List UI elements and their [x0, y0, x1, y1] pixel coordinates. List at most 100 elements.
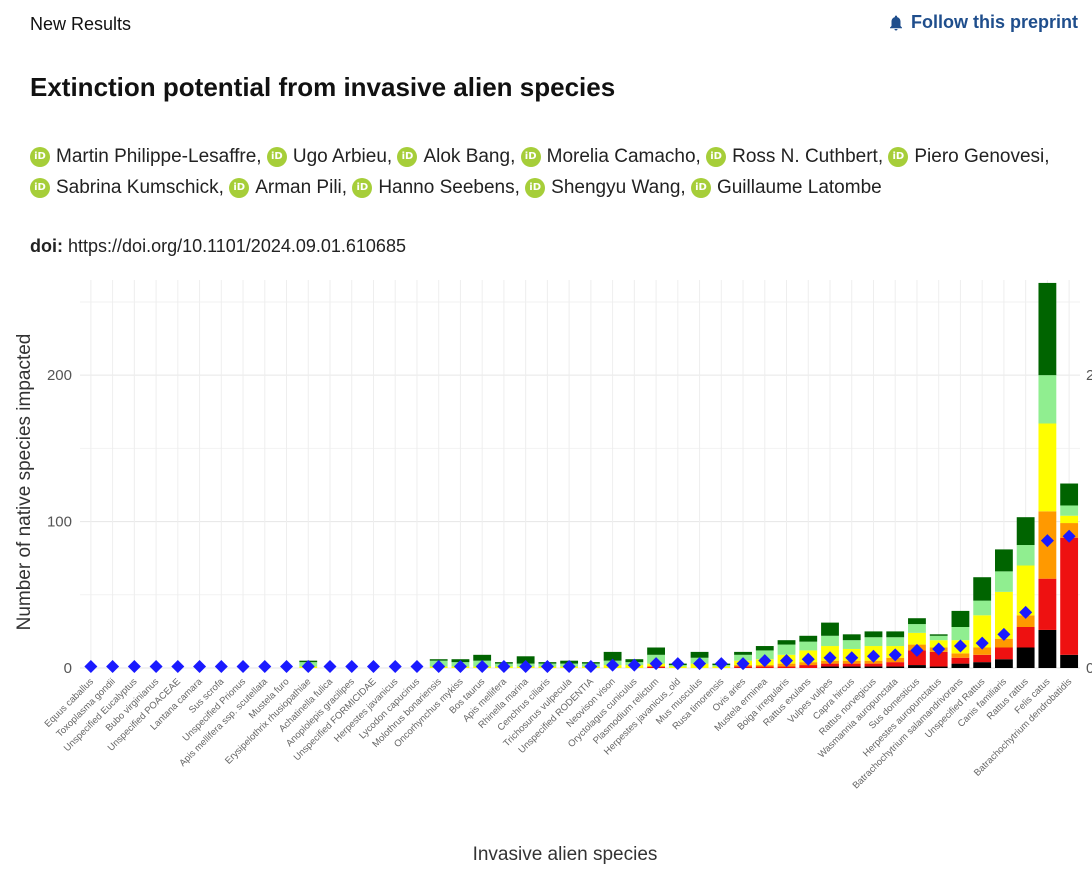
orcid-icon[interactable]: iD: [229, 178, 250, 198]
author-item[interactable]: iD Morelia Camacho,: [520, 143, 701, 171]
orcid-icon[interactable]: iD: [525, 178, 546, 198]
diamond-marker: [997, 627, 1011, 641]
bar-segment: [929, 666, 948, 668]
diamond-marker: [475, 660, 489, 674]
follow-preprint-button[interactable]: Follow this preprint: [887, 12, 1078, 33]
bar-segment: [755, 666, 774, 668]
bar-segment: [864, 637, 883, 647]
orcid-icon[interactable]: iD: [690, 178, 711, 198]
diamond-marker: [497, 660, 511, 674]
author-name: Hanno Seebens,: [378, 177, 520, 198]
diamond-marker: [1040, 534, 1054, 548]
author-name: Guillaume Latombe: [716, 177, 882, 198]
diamond-marker: [649, 657, 663, 671]
bar-segment: [842, 663, 861, 667]
orcid-icon[interactable]: iD: [30, 178, 50, 198]
author-item[interactable]: iD Guillaume Latombe: [690, 174, 882, 202]
author-item[interactable]: iD Alok Bang,: [397, 143, 515, 171]
diamond-marker: [627, 658, 641, 672]
bar-segment: [951, 627, 970, 641]
orcid-icon[interactable]: iD: [520, 147, 541, 167]
doi-link[interactable]: https://doi.org/10.1101/2024.09.01.61068…: [68, 236, 406, 256]
diamond-marker: [606, 658, 620, 672]
bar-segment: [973, 647, 992, 655]
diamond-marker: [823, 651, 837, 665]
author-name: Alok Bang,: [423, 146, 516, 167]
bar-segment: [864, 631, 883, 638]
orcid-icon[interactable]: iD: [397, 147, 418, 167]
bar-segment: [1038, 578, 1057, 630]
bar-segment: [951, 610, 970, 628]
diamond-marker: [432, 660, 446, 674]
author-item[interactable]: iD Piero Genovesi,: [888, 143, 1050, 171]
diamond-marker: [149, 660, 163, 674]
diamond-marker: [562, 660, 576, 674]
bar-segment: [429, 659, 448, 661]
diamond-marker: [323, 660, 337, 674]
orcid-icon[interactable]: iD: [30, 147, 50, 167]
bar-segment: [777, 644, 796, 655]
diamond-marker: [453, 660, 467, 674]
diamond-marker: [519, 660, 533, 674]
bar-segment: [734, 651, 752, 655]
diamond-marker: [301, 660, 315, 674]
bar-segment: [908, 618, 926, 625]
bar-segment: [1060, 515, 1079, 524]
bar-segment: [973, 600, 992, 616]
x-axis-label: Invasive alien species: [473, 844, 658, 865]
bar-segment: [929, 651, 948, 667]
orcid-icon[interactable]: iD: [266, 147, 287, 167]
bar-segment: [1060, 654, 1079, 668]
author-item[interactable]: iD Martin Philippe-Lesaffre,: [30, 143, 262, 171]
bar-segment: [1016, 517, 1035, 546]
bar-segment: [908, 665, 926, 668]
right-axis-ticks: 02: [1086, 367, 1092, 677]
bar-segment: [1038, 282, 1057, 376]
author-list: iD Martin Philippe-Lesaffre, iD Ugo Arbieu…: [30, 140, 1070, 202]
diamond-marker: [910, 643, 924, 657]
bar-segment: [1016, 647, 1035, 668]
diamond-marker: [975, 636, 989, 650]
bar-segment: [842, 634, 861, 641]
author-item[interactable]: iD Sabrina Kumschick,: [30, 174, 224, 202]
y-axis-ticks: 0 100 200: [47, 367, 72, 677]
bar-segment: [842, 640, 861, 649]
diamond-marker: [758, 654, 772, 668]
bar-segment: [995, 647, 1013, 660]
author-item[interactable]: iD Ugo Arbieu,: [266, 143, 392, 171]
diamond-marker: [106, 660, 120, 674]
bar-segment: [842, 666, 861, 668]
bar-segment: [777, 666, 796, 668]
bar-segment: [821, 663, 839, 667]
bar-segment: [886, 666, 905, 668]
orcid-icon[interactable]: iD: [706, 147, 727, 167]
author-item[interactable]: iD Ross N. Cuthbert,: [706, 143, 883, 171]
bar-segment: [973, 577, 992, 601]
bar-segment: [690, 651, 709, 658]
author-item[interactable]: iD Shengyu Wang,: [525, 174, 686, 202]
bar-segment: [929, 634, 948, 636]
bell-icon: [890, 15, 902, 30]
diamond-marker: [1062, 529, 1076, 543]
author-name: Martin Philippe-Lesaffre,: [56, 146, 262, 167]
diamond-marker: [932, 642, 946, 656]
bar-segment: [973, 662, 992, 668]
y-tick-label: 200: [47, 367, 72, 384]
bar-segment: [1016, 615, 1035, 628]
bar-segment: [995, 659, 1013, 668]
orcid-icon[interactable]: iD: [352, 178, 373, 198]
author-item[interactable]: iD Hanno Seebens,: [352, 174, 520, 202]
bar-segment: [886, 662, 905, 667]
bar-segment: [777, 640, 796, 645]
author-name: Ross N. Cuthbert,: [732, 146, 884, 167]
bar-segment: [603, 651, 622, 661]
diamond-marker: [214, 660, 228, 674]
orcid-icon[interactable]: iD: [888, 147, 909, 167]
diamond-marker: [1019, 605, 1033, 619]
diamond-marker: [801, 652, 815, 666]
author-item[interactable]: iD Arman Pili,: [229, 174, 347, 202]
doi-line: doi: https://doi.org/10.1101/2024.09.01.…: [30, 236, 406, 257]
diamond-marker: [540, 660, 554, 674]
bar-segment: [516, 656, 535, 664]
